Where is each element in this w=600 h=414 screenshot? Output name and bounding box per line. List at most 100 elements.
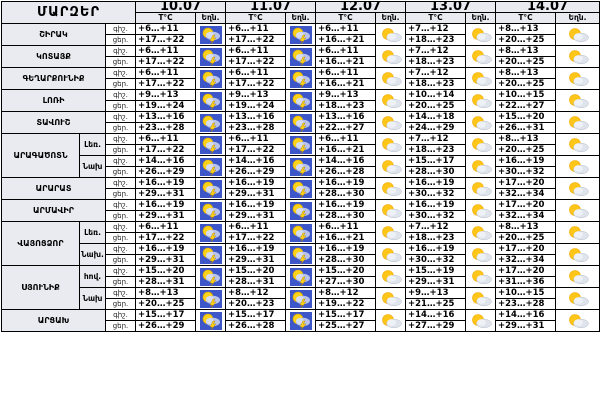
weather-cell bbox=[465, 287, 496, 310]
night-temp: +13…+16 bbox=[225, 111, 286, 123]
night-label: գիշ. bbox=[105, 199, 136, 211]
date-header: 14.07 bbox=[495, 1, 600, 13]
day-label: ցեր. bbox=[105, 34, 136, 46]
day-temp: +23…+28 bbox=[225, 122, 286, 134]
table-row: ԱՐՄԱՎԻՐ գիշ. +16…+19 +16…+19 +16…+19 +16…+19 +… bbox=[1, 199, 600, 222]
weather-cell bbox=[285, 45, 316, 68]
night-temp: +16…+19 bbox=[405, 199, 466, 211]
night-temp: +6…+11 bbox=[225, 45, 286, 57]
night-temp: +17…+20 bbox=[495, 243, 556, 255]
day-temp: +32…+34 bbox=[495, 188, 556, 200]
day-temp: +19…+24 bbox=[135, 100, 196, 112]
weather-cell bbox=[555, 287, 600, 310]
day-temp: +17…+22 bbox=[135, 56, 196, 68]
night-temp: +17…+20 bbox=[495, 265, 556, 277]
partly-cloudy-icon bbox=[568, 225, 589, 240]
night-temp: +16…+19 bbox=[135, 199, 196, 211]
weather-header: Եղն. bbox=[285, 12, 316, 24]
weather-cell bbox=[195, 309, 226, 332]
table-row: ցեր. +26…+29 +26…+29 +26…+28 +28…+30 +30…+32 bbox=[2, 166, 600, 178]
night-temp: +14…+16 bbox=[135, 155, 196, 167]
partly-cloudy-icon bbox=[381, 49, 402, 64]
table-row: Նախ գիշ. +14…+16 +14…+16 +14…+16 +15…+17 +16…+… bbox=[2, 155, 600, 178]
day-temp: +30…+32 bbox=[495, 166, 556, 178]
night-label: գիշ. bbox=[105, 287, 136, 299]
night-label: գիշ. bbox=[105, 67, 136, 79]
partly-cloudy-icon bbox=[568, 313, 589, 328]
partly-cloudy-icon bbox=[471, 313, 492, 328]
thunderstorm-icon bbox=[289, 245, 312, 264]
date-header: 12.07 bbox=[315, 1, 406, 13]
weather-cell bbox=[375, 199, 406, 222]
region-name: ԱՐԱՐԱՏ bbox=[1, 177, 106, 200]
thunderstorm-icon bbox=[199, 289, 222, 308]
night-temp: +14…+18 bbox=[405, 111, 466, 123]
day-temp: +30…+32 bbox=[405, 210, 466, 222]
weather-cell bbox=[465, 111, 496, 134]
weather-cell bbox=[555, 309, 600, 332]
weather-cell bbox=[195, 45, 226, 68]
day-temp: +26…+28 bbox=[225, 320, 286, 332]
thunderstorm-icon bbox=[199, 179, 222, 198]
date-header: 11.07 bbox=[225, 1, 316, 13]
day-temp: +25…+27 bbox=[315, 320, 376, 332]
day-temp: +16…+21 bbox=[315, 232, 376, 244]
night-label: գիշ. bbox=[105, 265, 136, 277]
night-temp: +10…+15 bbox=[495, 89, 556, 101]
day-label: ցեր. bbox=[105, 166, 136, 178]
weather-header: Եղն. bbox=[375, 12, 406, 24]
weather-cell bbox=[555, 243, 600, 266]
temp-header: T°C bbox=[315, 12, 376, 24]
night-temp: +15…+17 bbox=[135, 309, 196, 321]
weather-cell bbox=[285, 199, 316, 222]
partly-cloudy-icon bbox=[471, 49, 492, 64]
night-temp: +16…+19 bbox=[135, 177, 196, 189]
partly-cloudy-icon bbox=[381, 247, 402, 262]
thunderstorm-icon bbox=[289, 223, 312, 242]
weather-cell bbox=[465, 89, 496, 112]
weather-cell bbox=[555, 67, 600, 90]
weather-cell bbox=[195, 177, 226, 200]
day-temp: +23…+28 bbox=[495, 298, 556, 310]
day-temp: +19…+22 bbox=[315, 298, 376, 310]
region-name: ԳԵՂԱՐՔՈՒՆԻՔ bbox=[1, 67, 106, 90]
day-temp: +28…+30 bbox=[315, 188, 376, 200]
night-temp: +14…+16 bbox=[225, 155, 286, 167]
partly-cloudy-icon bbox=[568, 71, 589, 86]
day-temp: +26…+29 bbox=[135, 320, 196, 332]
thunderstorm-icon bbox=[199, 91, 222, 110]
day-label: ցեր. bbox=[105, 210, 136, 222]
thunderstorm-icon bbox=[289, 135, 312, 154]
thunderstorm-icon bbox=[289, 25, 312, 44]
temp-header: T°C bbox=[135, 12, 196, 24]
day-temp: +18…+23 bbox=[405, 144, 466, 156]
night-temp: +17…+20 bbox=[495, 177, 556, 189]
forecast-table: ՄԱՐԶԵՐ 10.07 11.07 12.07 13.07 14.07 T°C… bbox=[1, 1, 600, 332]
night-temp: +6…+11 bbox=[135, 67, 196, 79]
weather-cell bbox=[555, 23, 600, 46]
weather-cell bbox=[285, 133, 316, 156]
table-row: ցեր. +19…+24 +19…+24 +18…+23 +20…+25 +22…+27 bbox=[2, 100, 600, 112]
region-name: ՍՅՈՒՆԻՔ bbox=[1, 265, 80, 310]
region-name: ՇԻՐԱԿ bbox=[1, 23, 106, 46]
day-temp: +30…+32 bbox=[405, 188, 466, 200]
weather-cell bbox=[555, 111, 600, 134]
thunderstorm-icon bbox=[289, 113, 312, 132]
weather-cell bbox=[375, 155, 406, 178]
day-temp: +29…+31 bbox=[225, 188, 286, 200]
thunderstorm-icon bbox=[289, 91, 312, 110]
region-name: ԱՐՄԱՎԻՐ bbox=[1, 199, 106, 222]
day-temp: +16…+21 bbox=[315, 34, 376, 46]
thunderstorm-icon bbox=[199, 47, 222, 66]
night-temp: +15…+17 bbox=[315, 309, 376, 321]
day-temp: +28…+31 bbox=[135, 276, 196, 288]
weather-cell bbox=[285, 265, 316, 288]
thunderstorm-icon bbox=[289, 179, 312, 198]
night-temp: +8…+13 bbox=[495, 23, 556, 35]
night-temp: +9…+13 bbox=[225, 89, 286, 101]
region-name: ԿՈՏԱՅՔ bbox=[1, 45, 106, 68]
region-name: ՏԱՎՈՒՇ bbox=[1, 111, 106, 134]
weather-cell bbox=[465, 177, 496, 200]
weather-cell bbox=[285, 177, 316, 200]
day-temp: +32…+34 bbox=[495, 210, 556, 222]
